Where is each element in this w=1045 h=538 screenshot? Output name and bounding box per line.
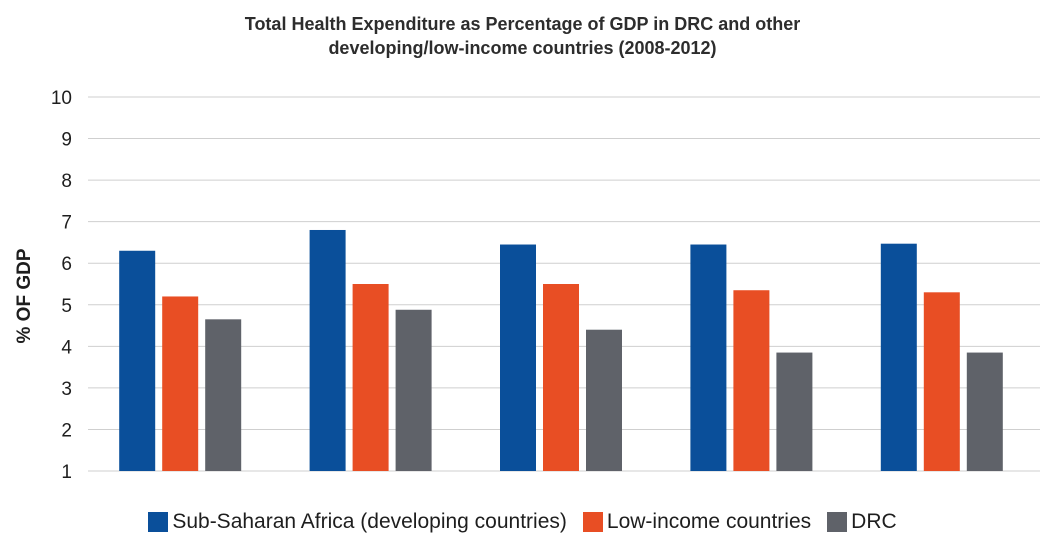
y-tick-label: 1 — [61, 462, 72, 483]
legend-item: DRC — [827, 510, 897, 534]
bar-series-2-group-3 — [543, 284, 579, 471]
bar-series-2-group-4 — [733, 290, 770, 471]
bar-series-2-group-1 — [162, 296, 199, 471]
y-tick-label: 8 — [61, 171, 72, 192]
legend-swatch — [582, 512, 603, 532]
y-tick-label: 4 — [61, 337, 72, 358]
legend-swatch — [148, 512, 169, 532]
legend-label: Sub-Saharan Africa (developing countries… — [172, 510, 567, 533]
y-axis-label: % OF GDP — [14, 248, 35, 343]
bars — [119, 229, 1003, 471]
bar-series-1-group-1 — [119, 250, 156, 471]
legend-swatch — [827, 512, 848, 532]
legend-label: Low-income countries — [606, 510, 812, 533]
bar-series-3-group-1 — [205, 319, 242, 471]
legend-item: Low-income countries — [582, 510, 812, 534]
bar-series-3-group-4 — [776, 352, 813, 471]
bar-series-1-group-3 — [500, 244, 536, 471]
legend-item: Sub-Saharan Africa (developing countries… — [148, 510, 567, 534]
y-tick-label: 5 — [61, 296, 72, 317]
y-tick-label: 3 — [61, 379, 72, 400]
bar-series-2-group-2 — [352, 284, 389, 471]
bar-series-1-group-2 — [309, 229, 346, 471]
chart-title-line-1: Total Health Expenditure as Percentage o… — [244, 14, 801, 34]
bar-series-3-group-2 — [395, 309, 432, 471]
legend: Sub-Saharan Africa (developing countries… — [0, 510, 1045, 534]
bar-series-3-group-5 — [966, 352, 1003, 471]
y-tick-label: 10 — [51, 88, 72, 109]
bar-series-2-group-5 — [923, 292, 960, 471]
chart-title-line-2: developing/low-income countries (2008-20… — [328, 38, 717, 58]
y-axis-ticks: 1 2 3 4 5 6 7 8 9 10 — [51, 88, 73, 483]
bar-series-1-group-4 — [690, 244, 727, 471]
y-tick-label: 9 — [61, 130, 72, 151]
bar-series-3-group-3 — [586, 329, 622, 471]
y-tick-label: 2 — [61, 420, 72, 441]
bar-series-1-group-5 — [880, 243, 917, 471]
y-tick-label: 7 — [61, 213, 72, 234]
bar-chart: 1 2 3 4 5 6 7 8 9 10 % OF GDP — [14, 88, 1040, 483]
legend-label: DRC — [851, 510, 897, 533]
chart-title: Total Health Expenditure as Percentage o… — [0, 12, 1045, 60]
y-tick-label: 6 — [61, 254, 72, 275]
